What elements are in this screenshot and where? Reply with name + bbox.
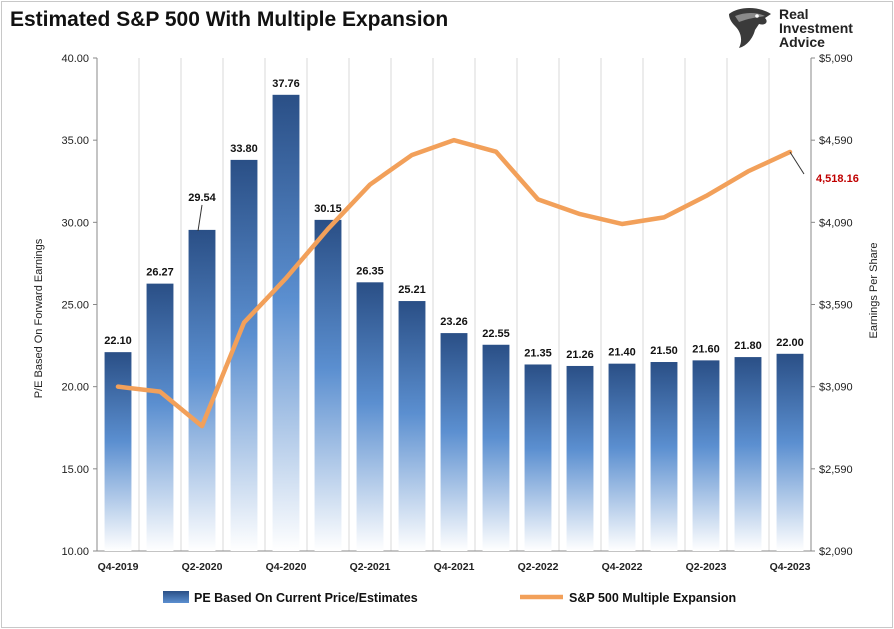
bar-data-label: 26.35 [356,265,384,277]
x-tick-label: Q2-2021 [350,561,391,573]
right-tick-label: $2,590 [819,464,853,476]
x-tick-label: Q2-2020 [182,561,223,573]
bar [608,363,636,551]
bar [188,229,216,551]
bar-data-label: 22.10 [104,335,132,347]
left-tick-label: 10.00 [61,546,89,558]
left-axis-title: P/E Based On Forward Earnings [33,238,45,398]
legend-label-line: S&P 500 Multiple Expansion [569,591,736,605]
bar-data-label: 30.15 [314,203,342,215]
x-tick-label: Q2-2023 [686,561,727,573]
right-tick-label: $3,590 [819,300,853,312]
bar [314,219,342,551]
bar-data-label: 33.80 [230,143,258,155]
left-tick-label: 25.00 [61,300,89,312]
x-tick-label: Q2-2022 [518,561,559,573]
bar [146,283,174,551]
bar [440,333,468,551]
chart-title: Estimated S&P 500 With Multiple Expansio… [10,8,449,31]
bar [776,353,804,551]
bar-data-label: 22.55 [482,328,510,340]
bar-data-label: 29.54 [188,192,216,204]
x-tick-label: Q4-2022 [602,561,643,573]
bar-data-label: 21.26 [566,349,594,361]
bar [230,159,258,552]
x-tick-label: Q4-2020 [266,561,307,573]
callout-label: 4,518.16 [816,173,859,185]
x-tick-label: Q4-2023 [770,561,811,573]
bar-data-label: 21.60 [692,343,720,355]
left-tick-label: 30.00 [61,217,89,229]
x-tick-label: Q4-2019 [98,561,139,573]
logo-text-line1: Real [779,6,809,22]
bar [482,344,510,551]
right-tick-label: $4,590 [819,135,853,147]
bar [272,94,300,551]
data-label-leader-line [197,204,203,231]
bar [734,357,762,551]
logo-text-line3: Advice [779,34,825,50]
bar [566,365,594,551]
right-tick-label: $4,090 [819,217,853,229]
bar-data-label: 26.27 [146,267,174,279]
legend-label-bar: PE Based On Current Price/Estimates [194,591,418,605]
bar [524,364,552,551]
bar-data-label: 25.21 [398,284,426,296]
left-tick-label: 35.00 [61,135,89,147]
left-tick-label: 15.00 [61,464,89,476]
bar-data-label: 21.50 [650,345,678,357]
right-tick-label: $5,090 [819,53,853,65]
bar-data-label: 21.80 [734,340,762,352]
left-tick-label: 20.00 [61,382,89,394]
logo: Real Investment Advice [725,4,875,50]
right-tick-label: $2,090 [819,546,853,558]
x-tick-label: Q4-2021 [434,561,475,573]
legend-swatch-bar [163,591,189,603]
logo-text-line2: Investment [779,20,853,36]
bar [650,362,678,551]
bar [398,301,426,551]
bar [356,282,384,551]
left-tick-label: 40.00 [61,53,89,65]
bar [104,352,132,551]
bar [692,360,720,551]
eagle-head-icon [729,8,771,48]
bar-data-label: 21.35 [524,347,552,359]
right-tick-label: $3,090 [819,382,853,394]
bar-data-label: 21.40 [608,347,636,359]
bar-data-label: 22.00 [776,337,804,349]
right-axis-title: Earnings Per Share [868,243,880,339]
callout-leader-line [789,151,805,175]
bar-data-label: 37.76 [272,78,300,90]
bar-data-label: 23.26 [440,316,468,328]
